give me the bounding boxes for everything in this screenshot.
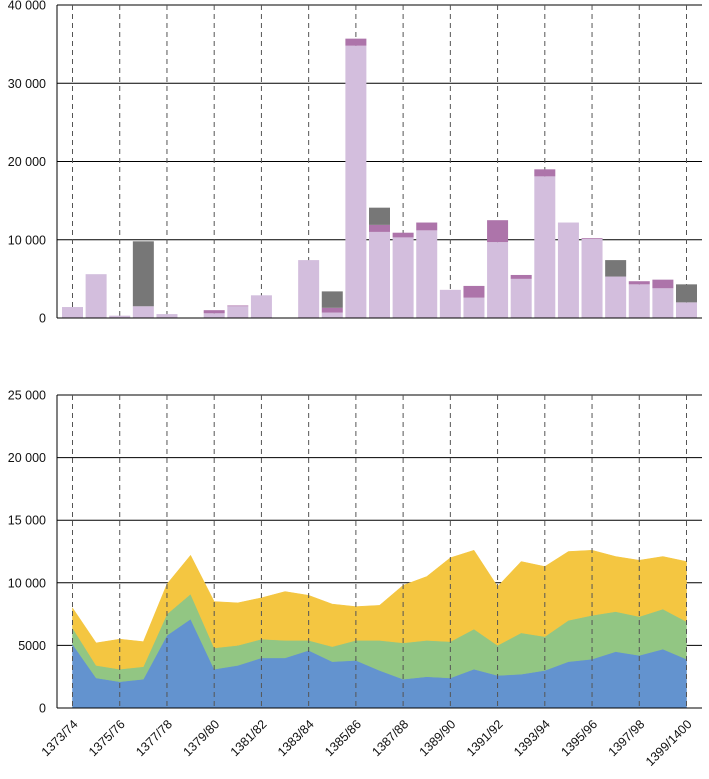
bar-segment — [557, 222, 579, 318]
bar-segment — [510, 274, 532, 279]
top-y-tick-label: 10 000 — [8, 233, 46, 247]
top-y-tick-label: 20 000 — [8, 155, 46, 169]
x-tick-label: 1375/76 — [86, 717, 128, 759]
bar-segment — [227, 306, 249, 318]
top-y-tick-label: 0 — [39, 312, 46, 326]
bar-segment — [109, 315, 131, 318]
x-tick-label: 1383/84 — [275, 717, 317, 759]
bar-segment — [156, 314, 178, 318]
x-tick-label: 1393/94 — [511, 717, 553, 759]
bar-segment — [628, 281, 650, 285]
bar-segment — [369, 207, 390, 225]
bar-segment — [534, 176, 556, 318]
bottom-y-tick-label: 10 000 — [8, 576, 46, 590]
bar-segment — [132, 241, 154, 307]
x-tick-label: 1377/78 — [133, 717, 175, 759]
bar-segment — [345, 38, 367, 46]
bottom-y-tick-label: 15 000 — [8, 514, 46, 528]
bar-segment — [605, 276, 627, 318]
bottom-y-tick-label: 5000 — [18, 639, 46, 653]
bar-segment — [321, 312, 343, 318]
bar-segment — [345, 45, 367, 318]
bar-segment — [392, 232, 414, 238]
bar-segment — [487, 220, 509, 243]
bar-segment — [487, 242, 509, 318]
bar-segment — [321, 291, 343, 308]
bar-segment — [463, 285, 485, 298]
bar-segment — [85, 274, 107, 318]
x-tick-label: 1389/90 — [417, 717, 459, 759]
bar-segment — [534, 169, 556, 177]
bottom-y-tick-label: 0 — [39, 702, 46, 716]
area-chart-panel: 0 5000 10 000 15 000 20 000 25 000 1373/74 1375… — [8, 389, 702, 769]
x-tick-label: 1391/92 — [464, 717, 506, 759]
bar-segment — [298, 260, 320, 318]
x-tick-label: 1381/82 — [228, 717, 270, 759]
bottom-y-tick-label: 25 000 — [8, 389, 46, 403]
bar-segment — [416, 222, 438, 231]
x-tick-label: 1399/1400 — [643, 717, 695, 769]
bar-segment — [676, 302, 697, 318]
bar-segment — [392, 237, 414, 318]
bar-segment — [510, 278, 532, 318]
x-tick-label: 1385/86 — [322, 717, 364, 759]
bar-segment — [369, 224, 390, 232]
bar-segment — [62, 307, 83, 318]
bar-segment — [652, 288, 674, 318]
bar-segment — [676, 284, 697, 303]
bar-segment — [463, 297, 485, 318]
x-tick-label: 1397/98 — [606, 717, 648, 759]
bar-segment — [581, 238, 603, 318]
x-tick-label: 1373/74 — [39, 717, 81, 759]
bar-chart-panel: 0 10 000 20 000 30 000 40 000 — [8, 0, 702, 326]
bar-segment — [203, 313, 225, 318]
bar-segment — [369, 231, 390, 318]
bar-segment — [439, 289, 461, 318]
x-tick-label: 1379/80 — [180, 717, 222, 759]
bar-segment — [227, 305, 249, 307]
bar-segment — [321, 307, 343, 313]
top-y-tick-label: 40 000 — [8, 0, 46, 13]
bar-segment — [605, 260, 627, 277]
x-tick-label: 1395/96 — [558, 717, 600, 759]
top-y-tick-label: 30 000 — [8, 77, 46, 91]
bar-segment — [203, 310, 225, 314]
bar-segment — [628, 284, 650, 318]
bar-segment — [132, 306, 154, 318]
bar-segment — [581, 238, 603, 239]
bottom-y-tick-label: 20 000 — [8, 451, 46, 465]
bar-segment — [652, 279, 674, 289]
bar-segment — [416, 230, 438, 318]
x-tick-label: 1387/88 — [369, 717, 411, 759]
bar-segment — [250, 295, 272, 318]
